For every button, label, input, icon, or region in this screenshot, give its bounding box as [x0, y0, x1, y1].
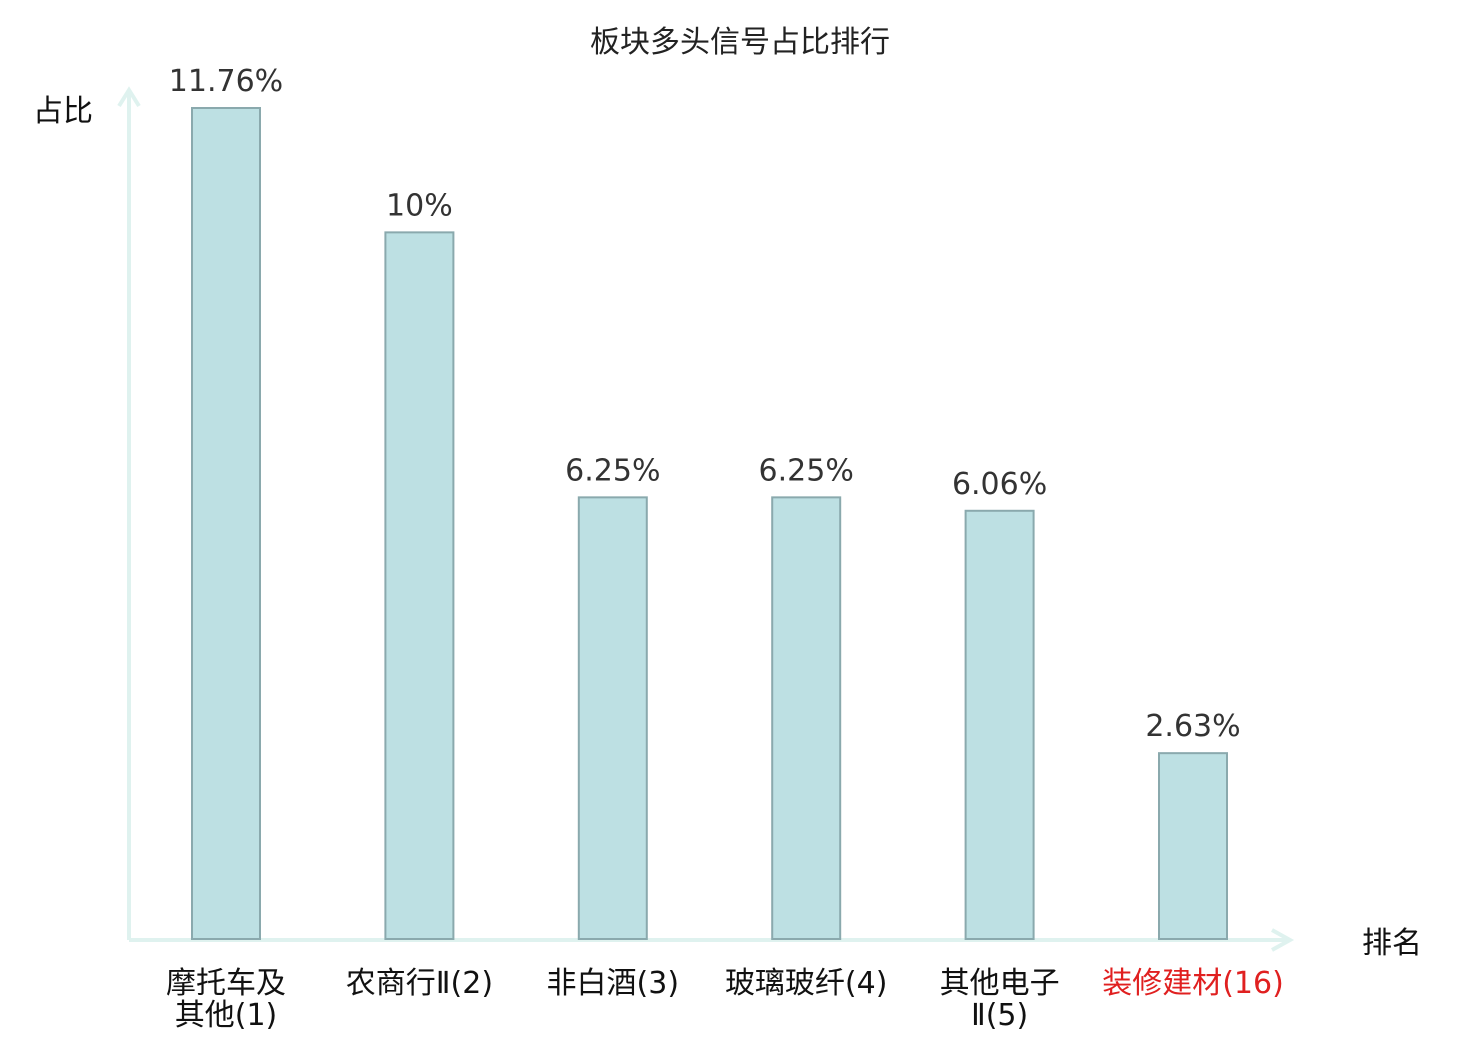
value-label-6: 2.63% — [1145, 709, 1240, 744]
bar-5 — [964, 509, 1035, 940]
bar-6 — [1158, 752, 1228, 941]
category-label-5-line-2: Ⅱ(5) — [971, 998, 1028, 1033]
y-axis-label: 占比 — [33, 94, 93, 129]
category-label-1-line-1: 摩托车及 — [166, 966, 286, 1001]
value-label-4: 6.25% — [759, 453, 854, 488]
category-label-4: 玻璃玻纤(4) — [725, 966, 888, 1001]
value-label-2: 10% — [386, 188, 453, 223]
x-axis-arrow — [1271, 928, 1295, 952]
category-label-6: 装修建材(16) — [1102, 966, 1284, 1001]
value-label-3: 6.25% — [565, 453, 660, 488]
x-axis-label: 排名 — [1362, 926, 1422, 961]
category-label-2: 农商行Ⅱ(2) — [346, 966, 493, 1001]
value-labels-group: 11.76% 10% 6.25% 6.25% 6.06% 2.63% — [169, 64, 1241, 744]
category-label-1-line-2: 其他(1) — [175, 998, 278, 1033]
value-label-1: 11.76% — [169, 64, 283, 99]
bar-2 — [384, 231, 455, 940]
category-label-3: 非白酒(3) — [547, 966, 680, 1001]
category-label-5-line-1: 其他电子 — [940, 966, 1060, 1001]
bars-group — [191, 107, 1228, 941]
chart-title: 板块多头信号占比排行 — [590, 25, 890, 60]
bar-4 — [771, 496, 842, 940]
y-axis-arrow — [117, 86, 141, 108]
bar-1 — [191, 107, 261, 940]
value-label-5: 6.06% — [952, 467, 1047, 502]
bar-3 — [577, 496, 648, 940]
